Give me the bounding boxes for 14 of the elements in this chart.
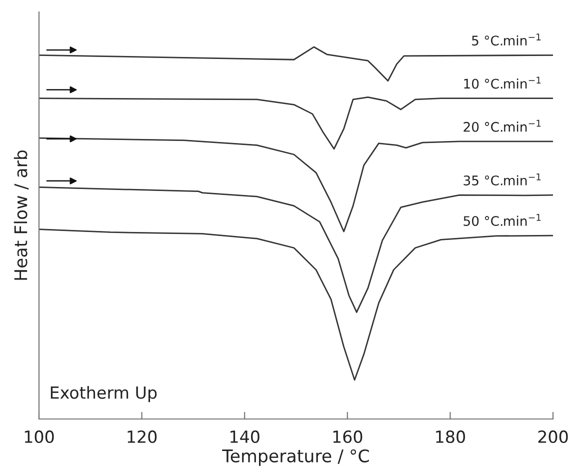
series-label: 35 °C.min$^{−1}$ (464, 173, 541, 186)
x-tick-label: 160 (333, 430, 362, 444)
x-tick-label: 180 (436, 430, 465, 444)
annotation: Exotherm Up (50, 386, 157, 402)
x-axis-title: Temperature / °C (222, 449, 369, 466)
series-label: 10 °C.min$^{−1}$ (464, 76, 541, 89)
series-label: 50 °C.min$^{−1}$ (464, 214, 541, 226)
series-label: 20 °C.min$^{−1}$ (464, 120, 541, 132)
x-tick-label: 120 (128, 430, 157, 444)
y-axis-title: Heat Flow / arb (14, 150, 29, 280)
x-tick-label: 100 (24, 430, 54, 444)
x-tick-label: 140 (230, 430, 260, 444)
series-label: 5 °C.min$^{−1}$ (472, 34, 541, 46)
x-tick-label: 200 (538, 430, 568, 444)
